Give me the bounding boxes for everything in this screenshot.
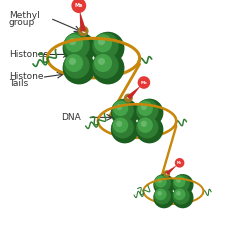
Text: Histones: Histones [9, 50, 48, 59]
Circle shape [174, 176, 186, 188]
Circle shape [92, 52, 124, 84]
Circle shape [94, 34, 112, 52]
Circle shape [65, 34, 83, 52]
Circle shape [157, 191, 162, 196]
Text: C: C [82, 29, 85, 34]
Circle shape [72, 0, 86, 13]
Circle shape [62, 52, 96, 84]
Circle shape [136, 115, 164, 143]
Circle shape [136, 116, 158, 138]
Circle shape [113, 118, 128, 133]
Circle shape [112, 99, 134, 122]
Text: Histone: Histone [9, 72, 43, 81]
Circle shape [78, 26, 88, 36]
Circle shape [69, 58, 76, 65]
Circle shape [155, 176, 167, 188]
Circle shape [64, 33, 90, 59]
Circle shape [111, 115, 139, 143]
Circle shape [172, 187, 194, 208]
Text: Me: Me [74, 3, 83, 8]
Circle shape [124, 94, 133, 103]
Circle shape [141, 121, 147, 127]
Circle shape [138, 76, 150, 89]
Circle shape [92, 33, 119, 59]
Circle shape [116, 121, 122, 127]
Circle shape [113, 101, 128, 116]
Circle shape [155, 189, 167, 200]
Circle shape [154, 174, 171, 192]
Circle shape [136, 99, 158, 122]
Circle shape [94, 54, 112, 72]
Circle shape [98, 58, 105, 65]
Circle shape [138, 118, 153, 133]
Polygon shape [80, 10, 86, 32]
Polygon shape [166, 165, 177, 175]
Circle shape [92, 32, 124, 65]
Text: C: C [127, 96, 130, 100]
Circle shape [98, 38, 105, 45]
Circle shape [157, 178, 162, 183]
Circle shape [62, 32, 96, 65]
Text: Tails: Tails [9, 79, 28, 88]
Text: Methyl: Methyl [9, 11, 40, 20]
Circle shape [176, 178, 181, 183]
Circle shape [65, 54, 83, 72]
Circle shape [174, 189, 186, 200]
Circle shape [138, 101, 153, 116]
Text: Me: Me [177, 161, 182, 165]
Circle shape [92, 52, 119, 79]
Text: group: group [9, 18, 35, 28]
Circle shape [163, 170, 170, 177]
Circle shape [172, 174, 194, 196]
Circle shape [141, 104, 147, 110]
Circle shape [175, 158, 184, 168]
Circle shape [111, 99, 139, 127]
Circle shape [176, 191, 181, 196]
Text: DNA: DNA [61, 113, 80, 122]
Circle shape [153, 174, 175, 196]
Circle shape [173, 188, 190, 204]
Text: C: C [166, 172, 168, 176]
Circle shape [64, 52, 90, 79]
Circle shape [154, 188, 171, 204]
Circle shape [153, 187, 175, 208]
Circle shape [116, 104, 122, 110]
Polygon shape [126, 85, 141, 100]
Text: Me: Me [140, 81, 147, 84]
Circle shape [112, 116, 134, 138]
Circle shape [69, 38, 76, 45]
Circle shape [173, 174, 190, 192]
Circle shape [136, 99, 164, 127]
